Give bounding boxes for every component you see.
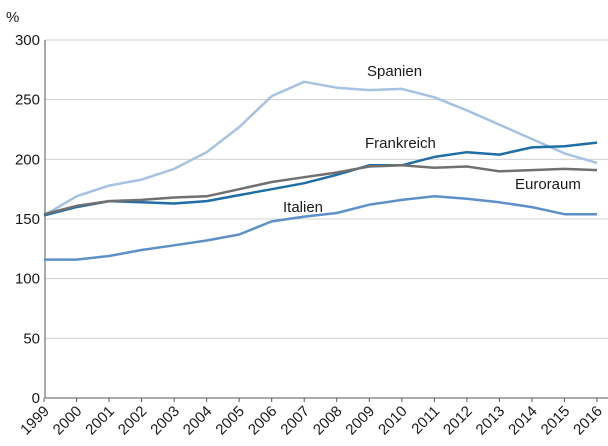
x-tick-label: 2014 xyxy=(505,403,541,439)
x-tick-label: 2011 xyxy=(408,403,443,438)
y-tick-label: 200 xyxy=(15,151,40,168)
series-line xyxy=(43,80,598,217)
x-tick-label: 2008 xyxy=(310,403,346,439)
x-tick-label: 2006 xyxy=(245,403,281,439)
x-tick-label: 1999 xyxy=(17,403,53,439)
x-tick-label: 2016 xyxy=(570,403,606,439)
x-tick-label: 2001 xyxy=(82,403,118,439)
series-label: Italien xyxy=(283,199,323,216)
x-tick-label: 2005 xyxy=(212,403,248,439)
x-tick-label: 2010 xyxy=(375,403,411,439)
x-tick-label: 2015 xyxy=(538,403,574,439)
series-line xyxy=(43,141,598,217)
x-tick-label: 2013 xyxy=(473,403,509,439)
series-label: Spanien xyxy=(367,63,422,80)
x-tick-label: 2002 xyxy=(115,403,151,439)
series-label: Euroraum xyxy=(515,176,581,193)
series-line xyxy=(44,195,597,261)
y-tick-label: 0 xyxy=(32,390,40,407)
x-tick-label: 2009 xyxy=(343,403,379,439)
x-tick-label: 2007 xyxy=(277,403,313,439)
series-line xyxy=(43,164,598,216)
x-tick-label: 2004 xyxy=(180,403,216,439)
y-tick-label: 50 xyxy=(23,330,40,347)
y-tick-label: 250 xyxy=(15,92,40,109)
y-tick-label: 300 xyxy=(15,32,40,49)
x-tick-label: 2000 xyxy=(50,403,86,439)
series-label: Frankreich xyxy=(365,135,436,152)
x-tick-label: 2012 xyxy=(440,403,476,439)
y-tick-label: 150 xyxy=(15,211,40,228)
y-axis-label: % xyxy=(6,9,19,26)
y-tick-label: 100 xyxy=(15,271,40,288)
x-tick-label: 2003 xyxy=(147,403,183,439)
